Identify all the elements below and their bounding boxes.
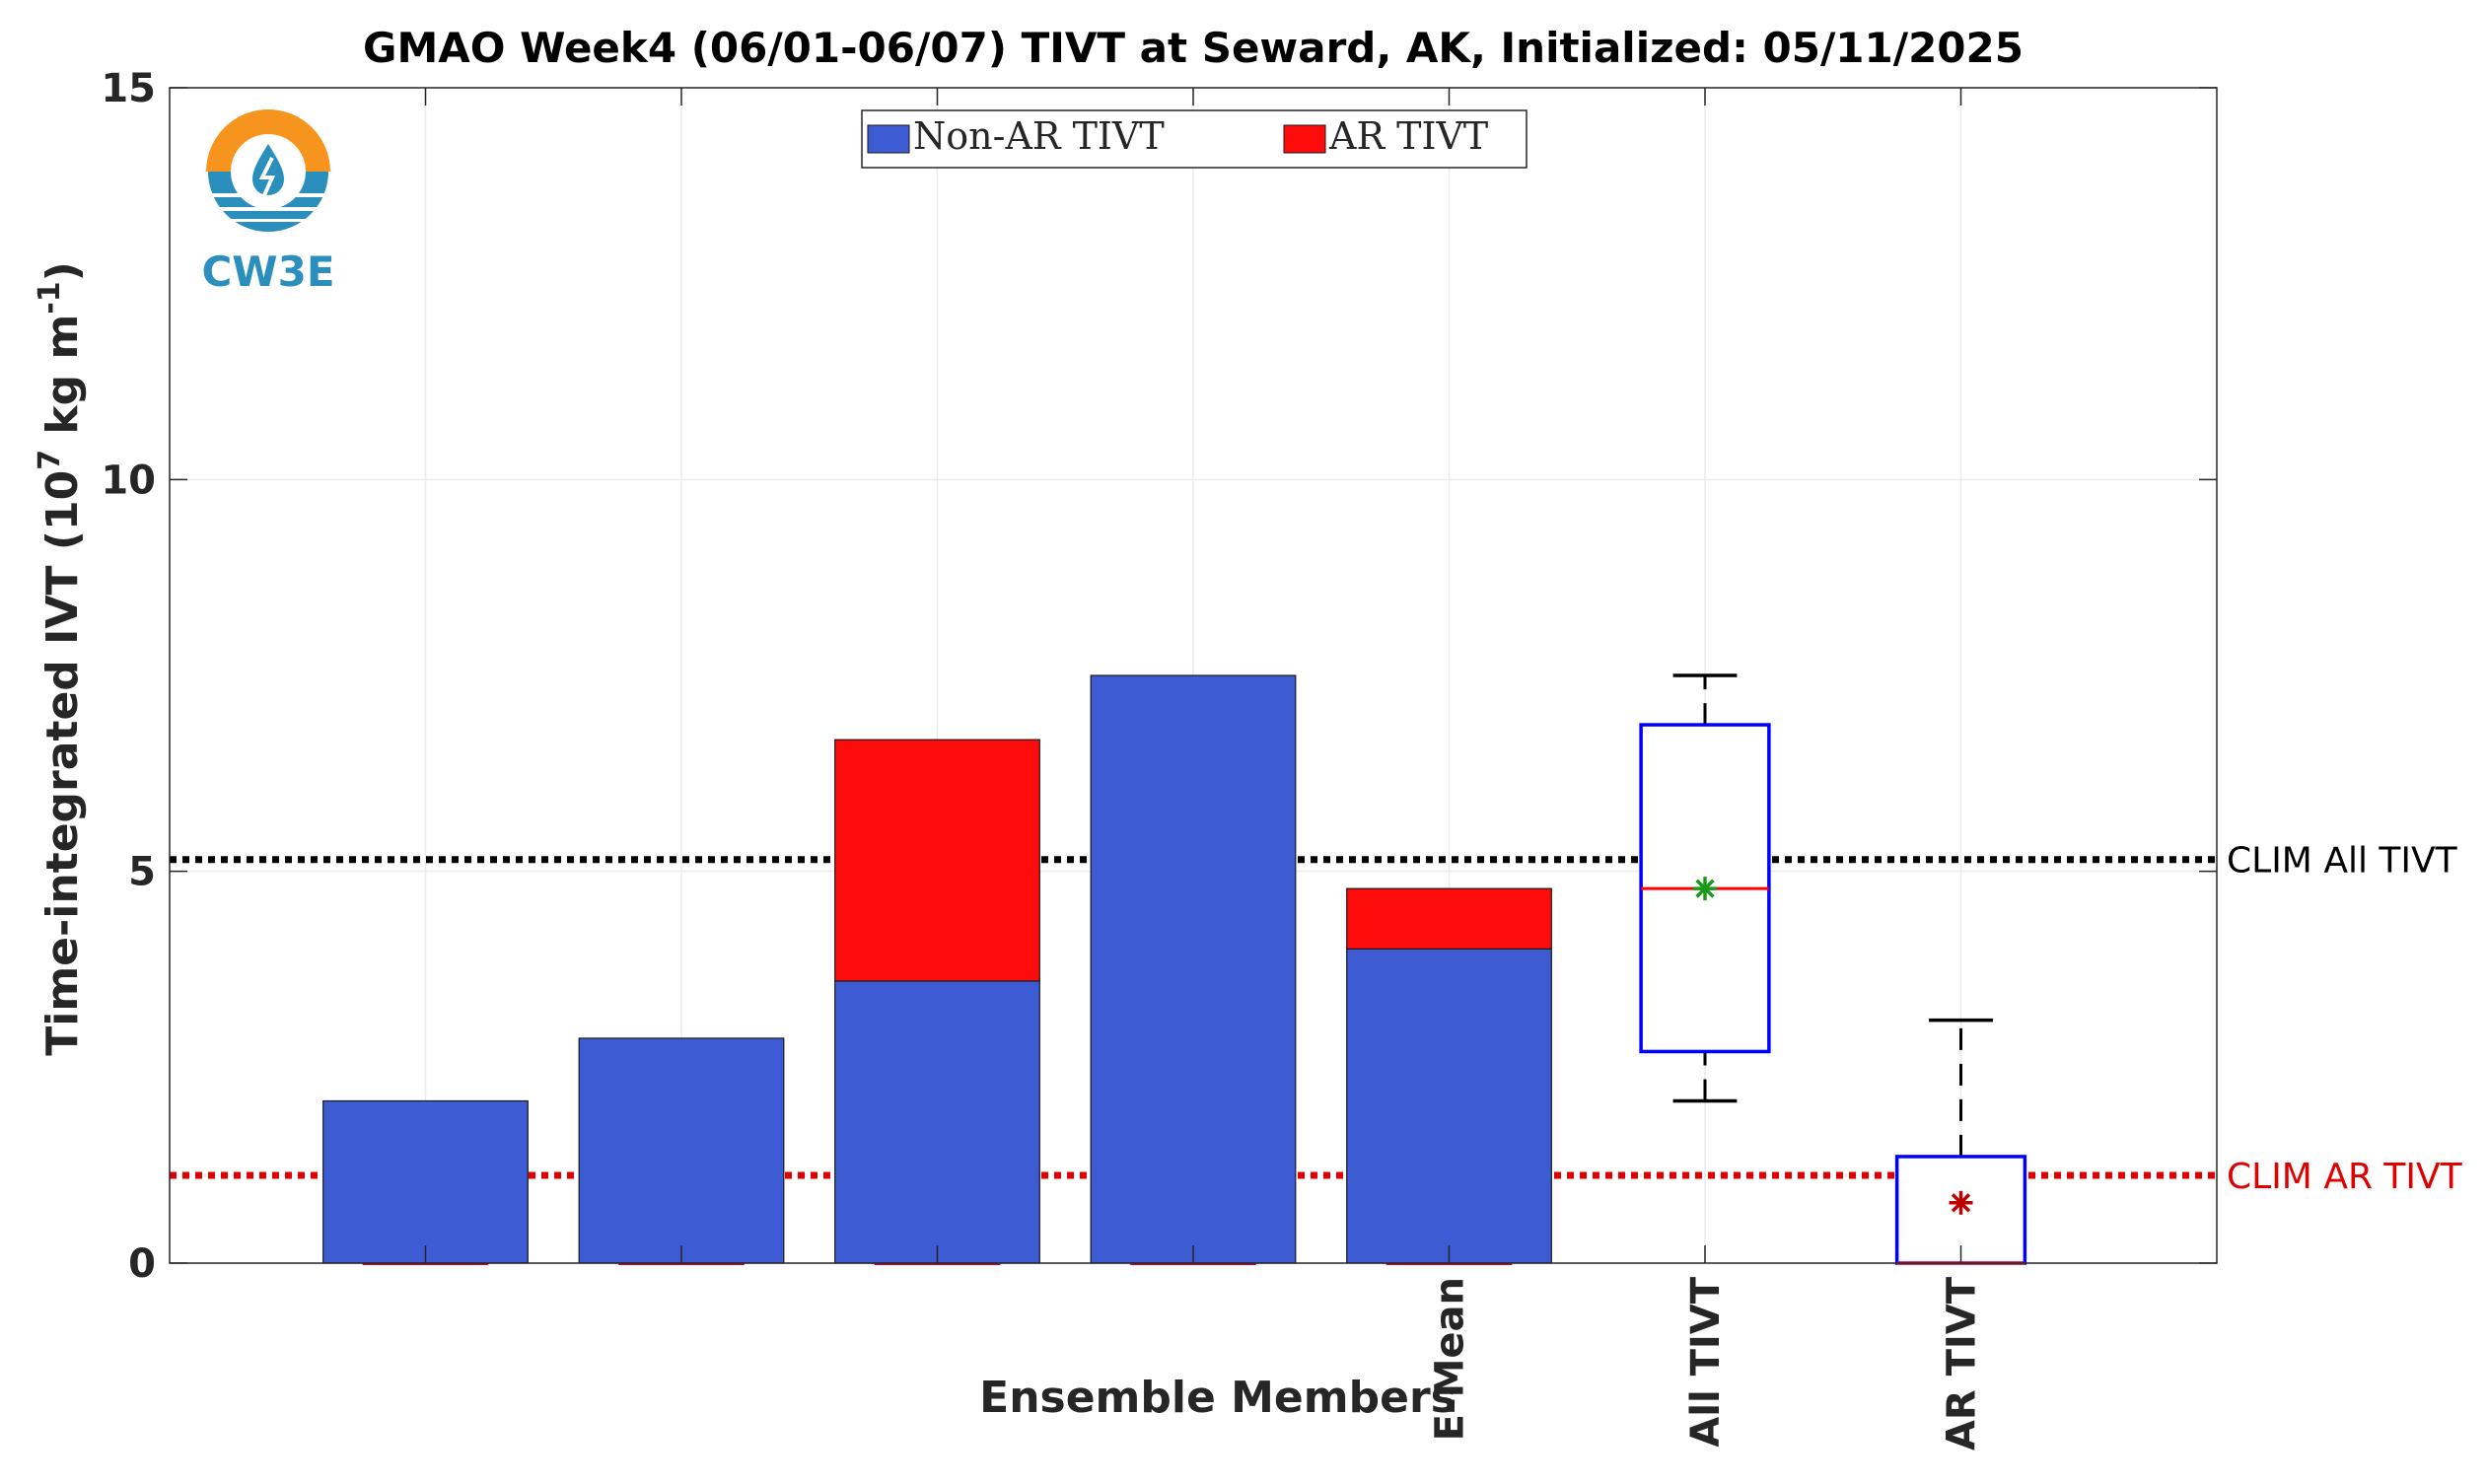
- y-tick-label: 15: [101, 66, 156, 111]
- legend-box: [861, 109, 1528, 169]
- x-category-label: AR TIVT: [1940, 1276, 1985, 1450]
- y-tick-label: 0: [128, 1241, 156, 1287]
- legend-swatch-non-ar: [867, 124, 910, 154]
- legend-label-ar: AR TIVT: [1328, 114, 1488, 158]
- logo-wave-line-3: [220, 219, 317, 222]
- mean-star-stroke: [1951, 1193, 1971, 1213]
- reference-line-label: CLIM All TIVT: [2227, 841, 2458, 882]
- mean-star-stroke: [1695, 879, 1715, 898]
- x-category-label: E-Mean: [1428, 1277, 1473, 1441]
- bars: [322, 674, 1552, 1265]
- cw3e-logo: CW3E: [201, 109, 335, 296]
- y-axis-label-exponent-2: -1: [33, 281, 67, 314]
- bar-non-ar: [1090, 674, 1297, 1264]
- logo-text: CW3E: [201, 247, 334, 296]
- reference-lines: CLIM All TIVT CLIM AR TIVT: [170, 841, 2463, 1197]
- legend-swatch-ar: [1283, 124, 1326, 154]
- boxplot-mean-marker: [1693, 877, 1717, 901]
- y-axis-label-exponent: 7: [33, 450, 67, 470]
- boxplot-mean-marker: [1949, 1190, 1973, 1215]
- boxplots: [1639, 673, 2027, 1265]
- x-axis-label: Ensemble Members: [979, 1373, 1457, 1423]
- y-axis-label-end: ): [37, 261, 88, 281]
- bar-non-ar: [1346, 948, 1552, 1264]
- y-tick-label: 5: [128, 850, 156, 895]
- x-category-labels: E-Mean All TIVT AR TIVT: [424, 88, 1985, 1450]
- lightning-icon: [258, 157, 276, 196]
- bar-ar: [1346, 887, 1552, 950]
- reference-line-label: CLIM AR TIVT: [2227, 1157, 2463, 1197]
- y-axis-ticks: 0 5 10 15: [101, 66, 2217, 1287]
- legend: Non-AR TIVT AR TIVT: [861, 109, 1528, 169]
- legend-label-non-ar: Non-AR TIVT: [913, 114, 1165, 158]
- bar-non-ar: [834, 980, 1040, 1264]
- y-axis-label-units: kg m: [37, 315, 88, 450]
- chart-title: GMAO Week4 (06/01-06/07) TIVT at Seward,…: [363, 24, 2024, 72]
- bar-non-ar: [322, 1099, 529, 1264]
- y-axis-label-main: Time-integrated IVT (10: [37, 470, 88, 1056]
- x-category-label: All TIVT: [1683, 1276, 1729, 1447]
- y-axis-label: Time-integrated IVT (107 kg m-1): [33, 261, 88, 1056]
- bar-ar: [834, 739, 1040, 982]
- bar-non-ar: [578, 1037, 785, 1264]
- y-tick-label: 10: [101, 458, 156, 503]
